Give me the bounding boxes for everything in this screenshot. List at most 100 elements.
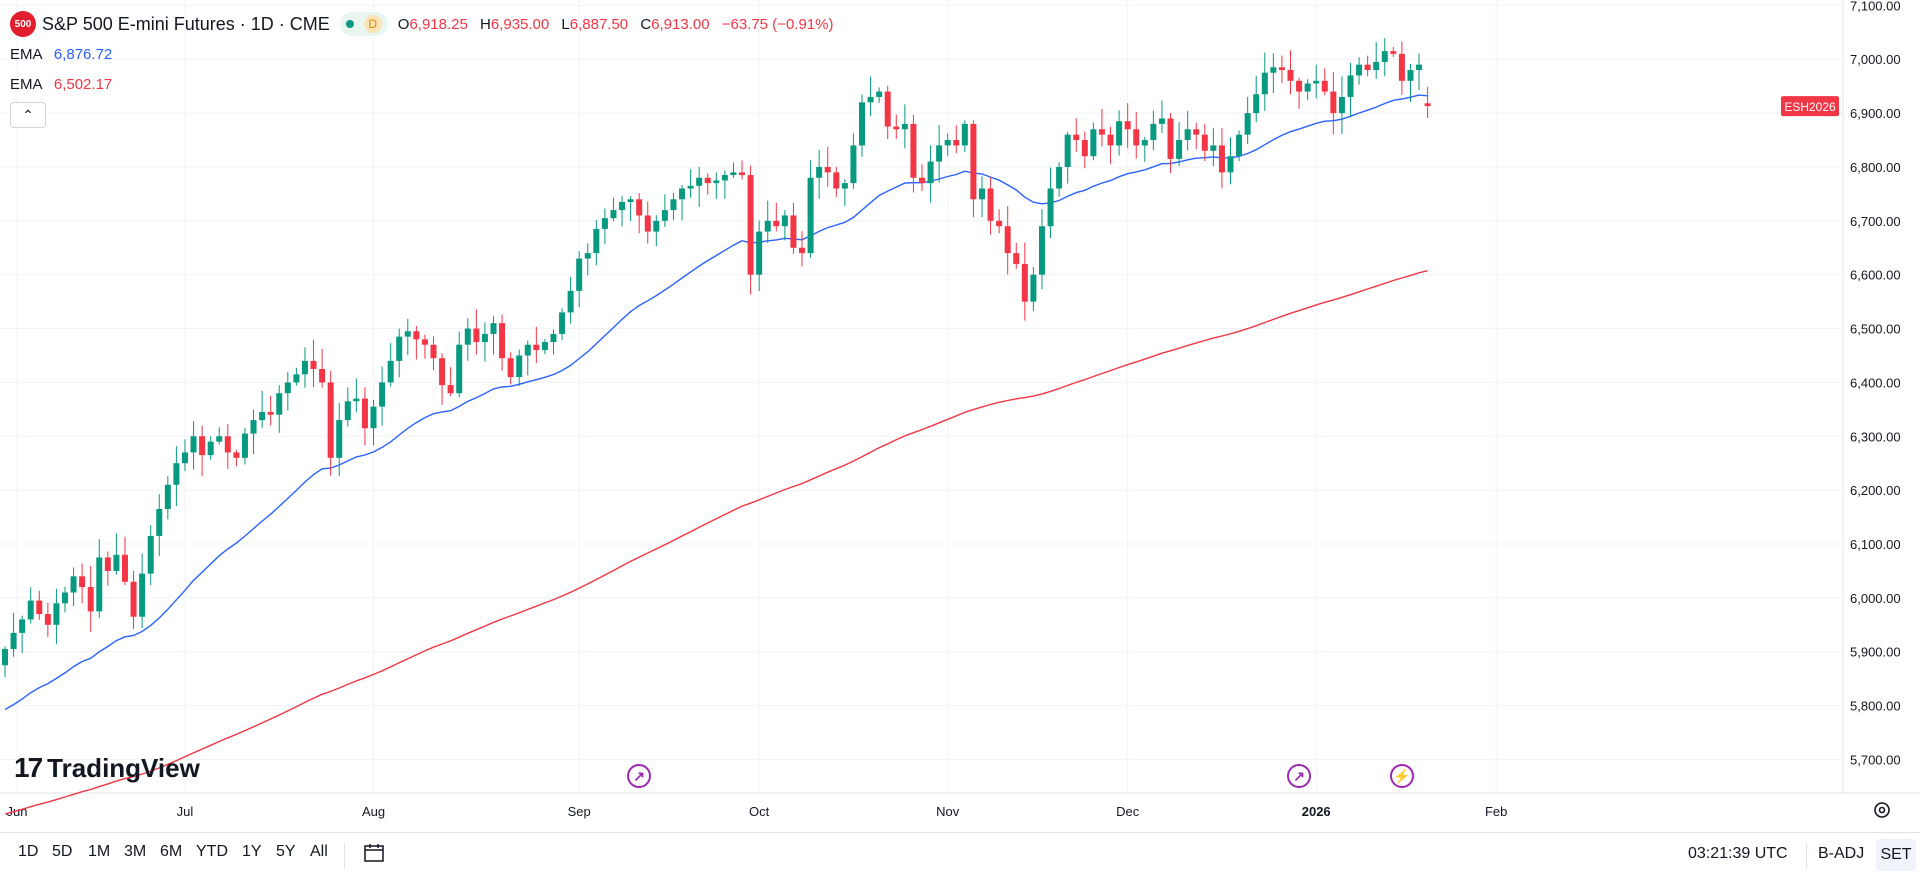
range-3m-button[interactable]: 3M: [124, 843, 147, 860]
candle-body: [379, 382, 386, 407]
session-toggle[interactable]: SET: [1876, 839, 1916, 871]
candle: [1356, 57, 1363, 85]
range-5y-button[interactable]: 5Y: [276, 843, 296, 860]
candle: [259, 390, 266, 428]
collapse-legend-button[interactable]: ⌃: [10, 102, 46, 128]
market-open-dot-icon: [345, 20, 354, 28]
candle-body: [156, 508, 163, 536]
price-tick-label: 5,900.00: [1850, 645, 1901, 660]
open-key: O: [397, 15, 410, 33]
candle: [164, 475, 171, 520]
candle: [1064, 131, 1071, 184]
close-key: C: [640, 15, 652, 33]
range-1y-button[interactable]: 1Y: [242, 843, 262, 860]
go-to-date-calendar-icon[interactable]: [362, 841, 386, 865]
ema-slow-name: EMA: [10, 76, 42, 93]
candle: [370, 399, 377, 446]
range-1m-button[interactable]: 1M: [88, 843, 111, 860]
candle-body: [927, 161, 934, 184]
candle-body: [361, 398, 368, 429]
candle: [781, 210, 788, 241]
candle: [301, 347, 308, 388]
candle: [918, 164, 925, 191]
range-ytd-button[interactable]: YTD: [196, 843, 228, 860]
range-all-button[interactable]: All: [310, 843, 328, 860]
range-5d-button[interactable]: 5D: [52, 843, 73, 860]
lightning-circle-icon[interactable]: ⚡: [1389, 764, 1414, 788]
candle-body: [1193, 129, 1200, 135]
candle-body: [893, 126, 900, 130]
candle: [816, 150, 823, 199]
market-status-pill[interactable]: D: [339, 12, 388, 36]
candle-body: [644, 215, 651, 232]
candle: [1013, 242, 1020, 269]
chart-canvas[interactable]: 7,100.00 7,000.00 6,900.00 6,800.00 6,700.00…: [0, 0, 1920, 832]
candle: [1176, 122, 1183, 167]
settings-gear-icon[interactable]: [1871, 799, 1893, 821]
candle: [207, 436, 214, 460]
candle: [996, 209, 1003, 234]
candle-body: [1347, 75, 1354, 97]
candle-body: [44, 614, 51, 625]
arrow-circle-icon[interactable]: ↗: [1287, 764, 1312, 788]
candle-body: [1270, 67, 1277, 73]
candle: [1364, 55, 1371, 77]
candle: [1116, 110, 1123, 156]
candle: [224, 424, 231, 469]
candle-body: [499, 323, 506, 359]
candle-body: [1124, 121, 1131, 130]
candle: [961, 120, 968, 153]
candle-body: [1244, 113, 1251, 135]
candle: [156, 494, 163, 556]
price-tick-label: 6,000.00: [1850, 591, 1901, 606]
back-adjust-toggle[interactable]: B-ADJ: [1818, 845, 1865, 862]
candle: [687, 169, 694, 198]
ema-fast-legend[interactable]: EMA 6,876.72: [10, 46, 112, 63]
arrow-circle-icon[interactable]: ↗: [627, 764, 652, 788]
candle-body: [233, 452, 240, 458]
candle-body: [224, 436, 231, 453]
symbol-title[interactable]: S&P 500 E-mini Futures · 1D · CME: [42, 13, 330, 34]
candle: [1081, 131, 1088, 169]
candle-body: [799, 247, 806, 254]
candle: [1287, 50, 1294, 95]
ema-slow-value: 6,502.17: [53, 76, 113, 93]
candle: [1133, 111, 1140, 159]
candle: [44, 602, 51, 637]
candle: [1321, 68, 1328, 96]
candle-body: [1210, 145, 1217, 151]
price-tick-label: 6,300.00: [1850, 429, 1901, 444]
ema-slow-legend[interactable]: EMA 6,502.17: [10, 76, 112, 93]
candle: [1296, 77, 1303, 109]
candle: [799, 231, 806, 267]
candle: [430, 336, 437, 370]
candle-body: [910, 123, 917, 178]
candle-body: [601, 218, 608, 229]
price-tick-label: 6,200.00: [1850, 483, 1901, 498]
candle: [790, 202, 797, 254]
tradingview-mark-icon: 17: [14, 752, 43, 783]
candle: [1253, 75, 1260, 123]
tradingview-logo[interactable]: 17 TradingView: [14, 752, 200, 784]
chevron-up-icon: ⌃: [22, 106, 34, 123]
candle-body: [1424, 103, 1431, 107]
candle-body: [1141, 140, 1148, 146]
candle: [901, 104, 908, 149]
candle: [601, 208, 608, 245]
candle-body: [104, 557, 111, 571]
candle: [19, 615, 26, 654]
candle: [53, 588, 60, 645]
candle: [1424, 86, 1431, 119]
candle: [233, 449, 240, 467]
candle: [10, 612, 17, 657]
candle-body: [1356, 64, 1363, 76]
utc-clock[interactable]: 03:21:39 UTC: [1688, 845, 1788, 862]
range-6m-button[interactable]: 6M: [160, 843, 183, 860]
candle-body: [387, 360, 394, 383]
grid-lines: [0, 0, 1920, 794]
candle-body: [1287, 70, 1294, 81]
candle: [241, 427, 248, 465]
range-1d-button[interactable]: 1D: [18, 843, 39, 860]
candle-body: [739, 172, 746, 176]
ema-slow-line: [4, 270, 1428, 815]
